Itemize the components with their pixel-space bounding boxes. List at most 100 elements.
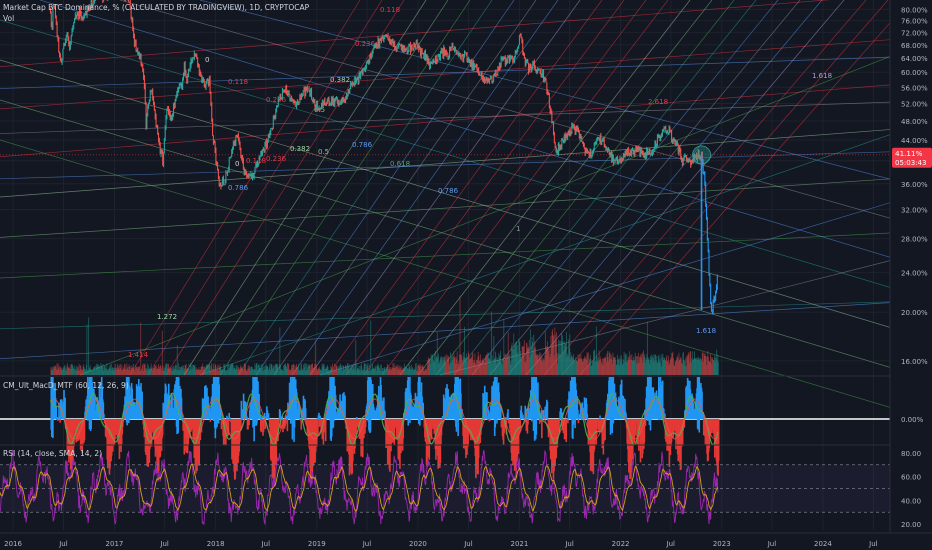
x-tick-label: Jul — [261, 540, 271, 548]
macd-histogram-bar — [540, 410, 543, 419]
volume-bar — [568, 339, 570, 375]
volume-bar — [600, 358, 602, 375]
volume-bar — [640, 354, 642, 375]
volume-bar — [123, 368, 124, 375]
volume-bar — [550, 335, 552, 375]
volume-bar — [662, 353, 664, 375]
macd-histogram-bar — [507, 409, 509, 419]
macd-histogram-bar — [595, 419, 598, 435]
macd-histogram-bar — [567, 419, 569, 424]
volume-bar — [424, 366, 426, 375]
macd-histogram-bar — [296, 392, 298, 419]
volume-bar — [217, 370, 219, 375]
volume-bar — [376, 365, 378, 375]
volume-bar — [329, 369, 331, 375]
volume-bar — [262, 363, 264, 375]
macd-histogram-bar — [298, 409, 301, 419]
volume-bar — [614, 357, 616, 375]
volume-bar — [333, 368, 335, 375]
volume-bar — [651, 357, 653, 375]
volume-bar — [226, 370, 228, 375]
volume-bar — [676, 357, 678, 375]
macd-histogram-bar — [487, 419, 489, 421]
volume-bar — [162, 365, 164, 375]
volume-bar — [521, 359, 522, 375]
rsi-line — [0, 449, 719, 526]
volume-bar — [574, 359, 576, 375]
volume-bar — [562, 341, 564, 375]
volume-bar — [266, 366, 268, 375]
volume-bar — [415, 363, 417, 375]
macd-histogram-bar — [228, 419, 231, 421]
volume-bar — [428, 358, 430, 375]
macd-label[interactable]: CM_Ult_MacD_MTF (60, 12, 26, 9) — [3, 381, 129, 390]
macd-histogram-bar — [538, 419, 541, 424]
volume-bar — [319, 369, 321, 375]
y-tick-label: 24.00% — [901, 269, 928, 277]
volume-bar — [527, 348, 529, 375]
volume-bar — [100, 363, 102, 375]
volume-bar — [94, 366, 96, 375]
volume-bar — [274, 364, 276, 375]
volume-bar — [467, 356, 469, 375]
rsi-label[interactable]: RSI (14, close, SMA, 14, 2) — [3, 449, 103, 458]
volume-bar — [233, 368, 235, 375]
volume-bar — [284, 365, 286, 375]
volume-bar — [194, 366, 195, 375]
macd-histogram-bar — [286, 419, 289, 432]
volume-bar — [639, 356, 641, 375]
volume-bar — [161, 370, 163, 375]
macd-histogram-bar — [264, 419, 267, 430]
volume-bar — [73, 369, 75, 375]
volume-bar — [404, 363, 406, 375]
volume-bar — [337, 367, 339, 375]
volume-bar — [81, 369, 83, 375]
volume-bar — [121, 369, 123, 375]
volume-bar — [364, 363, 366, 375]
volume-bar — [52, 366, 54, 375]
volume-bar — [339, 363, 341, 375]
volume-bar — [422, 367, 424, 375]
volume-bar — [518, 338, 520, 375]
volume-bar — [411, 366, 413, 375]
volume-bar — [684, 365, 686, 375]
volume-bar — [557, 363, 559, 375]
volume-bar — [595, 326, 597, 375]
volume-bar — [156, 368, 158, 375]
volume-bar — [565, 331, 567, 375]
volume-bar — [57, 363, 59, 375]
volume-bar — [110, 363, 112, 375]
macd-histogram-bar — [183, 419, 186, 455]
macd-histogram-bar — [631, 419, 634, 460]
volume-bar — [607, 351, 608, 375]
volume-bar — [272, 367, 274, 375]
volume-bar — [162, 370, 164, 375]
volume-bar — [127, 366, 129, 375]
volume-bar — [312, 367, 314, 375]
volume-bar — [196, 368, 198, 375]
volume-bar — [170, 370, 172, 375]
macd-histogram-bar — [83, 419, 86, 441]
volume-bar — [531, 347, 532, 375]
volume-bar — [181, 366, 183, 375]
volume-bar — [400, 368, 402, 375]
volume-bar — [69, 365, 71, 375]
volume-bar — [291, 368, 293, 375]
volume-bar — [381, 368, 383, 375]
volume-bar — [620, 354, 622, 375]
volume-bar — [546, 348, 547, 375]
volume-bar — [160, 365, 162, 375]
volume-bar — [492, 360, 494, 375]
volume-bar — [364, 363, 366, 375]
volume-bar — [400, 370, 402, 375]
volume-bar — [321, 364, 323, 375]
macd-histogram-bar — [205, 385, 207, 419]
volume-bar — [605, 358, 607, 375]
volume-bar — [156, 368, 158, 375]
volume-bar — [54, 365, 56, 375]
volume-bar — [217, 364, 219, 375]
volume-bar — [406, 367, 408, 375]
macd-histogram-bar — [354, 419, 356, 449]
volume-bar — [500, 350, 501, 375]
